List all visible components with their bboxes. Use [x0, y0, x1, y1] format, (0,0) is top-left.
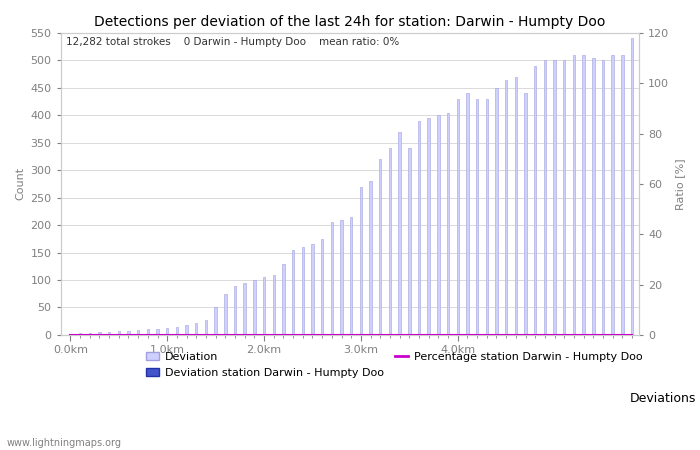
Bar — [582, 55, 584, 335]
Bar — [156, 329, 159, 335]
Bar — [438, 115, 440, 335]
Bar — [398, 132, 401, 335]
Bar — [408, 148, 410, 335]
Text: www.lightningmaps.org: www.lightningmaps.org — [7, 438, 122, 448]
Bar — [224, 294, 227, 335]
Bar — [389, 148, 391, 335]
Bar — [108, 332, 111, 335]
Bar — [573, 55, 575, 335]
Bar — [234, 285, 236, 335]
Y-axis label: Ratio [%]: Ratio [%] — [675, 158, 685, 210]
Bar — [146, 329, 149, 335]
Bar — [98, 332, 101, 335]
Bar — [69, 334, 71, 335]
Bar — [602, 60, 604, 335]
Bar — [340, 220, 343, 335]
Bar — [186, 325, 188, 335]
Bar — [370, 181, 372, 335]
Bar — [466, 93, 468, 335]
Bar — [330, 222, 333, 335]
Bar — [282, 264, 285, 335]
Bar — [534, 66, 536, 335]
Bar — [118, 331, 120, 335]
Bar — [505, 80, 508, 335]
Bar — [476, 99, 478, 335]
Bar — [292, 250, 294, 335]
Bar — [244, 283, 246, 335]
Bar — [350, 217, 352, 335]
Bar — [127, 331, 130, 335]
Bar — [312, 244, 314, 335]
Bar — [302, 247, 304, 335]
Text: Deviations: Deviations — [630, 392, 696, 405]
Bar — [214, 307, 217, 335]
Bar — [195, 323, 197, 335]
Bar — [253, 280, 256, 335]
Bar — [176, 327, 178, 335]
Bar — [137, 330, 139, 335]
Bar — [612, 55, 614, 335]
Bar — [88, 333, 91, 335]
Bar — [379, 159, 382, 335]
Bar — [204, 320, 207, 335]
Bar — [496, 88, 498, 335]
Bar — [418, 121, 420, 335]
Bar — [554, 60, 556, 335]
Bar — [524, 93, 526, 335]
Bar — [272, 274, 275, 335]
Bar — [592, 58, 594, 335]
Bar — [428, 118, 430, 335]
Bar — [456, 99, 459, 335]
Bar — [486, 99, 488, 335]
Bar — [631, 38, 634, 335]
Bar — [447, 112, 449, 335]
Bar — [321, 239, 323, 335]
Title: Detections per deviation of the last 24h for station: Darwin - Humpty Doo: Detections per deviation of the last 24h… — [94, 15, 606, 29]
Text: 12,282 total strokes    0 Darwin - Humpty Doo    mean ratio: 0%: 12,282 total strokes 0 Darwin - Humpty D… — [66, 37, 400, 47]
Bar — [544, 60, 546, 335]
Bar — [166, 328, 169, 335]
Legend: Deviation, Deviation station Darwin - Humpty Doo, Percentage station Darwin - Hu: Deviation, Deviation station Darwin - Hu… — [141, 348, 647, 382]
Bar — [360, 187, 362, 335]
Bar — [563, 60, 566, 335]
Bar — [262, 277, 265, 335]
Bar — [621, 55, 624, 335]
Bar — [79, 333, 81, 335]
Bar — [514, 77, 517, 335]
Y-axis label: Count: Count — [15, 167, 25, 201]
